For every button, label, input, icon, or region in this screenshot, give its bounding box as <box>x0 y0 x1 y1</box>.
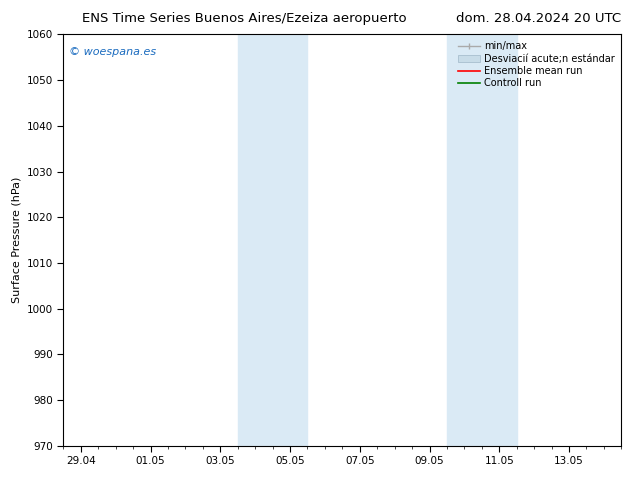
Bar <box>238 34 307 446</box>
Text: © woespana.es: © woespana.es <box>69 47 156 57</box>
Text: dom. 28.04.2024 20 UTC: dom. 28.04.2024 20 UTC <box>456 12 621 25</box>
Text: ENS Time Series Buenos Aires/Ezeiza aeropuerto: ENS Time Series Buenos Aires/Ezeiza aero… <box>82 12 407 25</box>
Bar <box>447 34 517 446</box>
Y-axis label: Surface Pressure (hPa): Surface Pressure (hPa) <box>11 177 21 303</box>
Legend: min/max, Desviacií acute;n estándar, Ensemble mean run, Controll run: min/max, Desviacií acute;n estándar, Ens… <box>456 39 616 90</box>
